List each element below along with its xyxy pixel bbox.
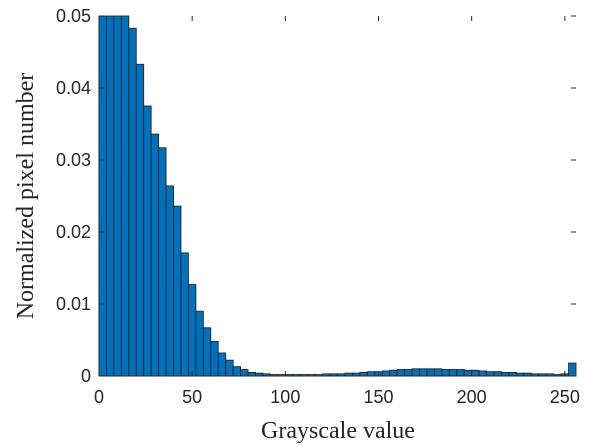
- histogram-bar: [158, 147, 167, 377]
- histogram-bar: [359, 371, 368, 377]
- y-tick-label: 0.04: [56, 78, 91, 98]
- x-axis-label: Grayscale value: [261, 418, 415, 444]
- histogram-bar: [471, 369, 480, 377]
- histogram-bar: [113, 15, 122, 377]
- histogram-bar: [173, 205, 182, 377]
- histogram-bar: [396, 369, 405, 377]
- x-tick-label: 250: [550, 387, 580, 407]
- histogram-bar: [188, 284, 197, 377]
- histogram-bar: [128, 27, 137, 377]
- histogram-bar: [143, 105, 152, 377]
- y-axis-label: Normalized pixel number: [13, 73, 39, 320]
- histogram-bar: [486, 371, 495, 377]
- histogram-bar: [195, 310, 204, 377]
- histogram-bar: [247, 371, 256, 377]
- histogram-bar: [456, 369, 465, 377]
- histogram-bar: [463, 369, 473, 377]
- histogram-bar: [98, 15, 107, 377]
- x-tick-label: 200: [457, 387, 487, 407]
- histogram-bar: [240, 369, 249, 377]
- x-tick-label: 0: [94, 387, 104, 407]
- y-tick-label: 0: [81, 366, 91, 386]
- y-tick-label: 0.01: [56, 294, 91, 314]
- histogram-bar: [180, 252, 189, 377]
- histogram-bar: [404, 369, 413, 377]
- x-tick-label: 100: [270, 387, 300, 407]
- axes-layer: [98, 16, 576, 377]
- histogram-bar: [165, 185, 174, 377]
- histogram-bar: [120, 15, 130, 377]
- histogram-bar: [441, 369, 450, 377]
- bars-layer: [98, 15, 577, 377]
- histogram-bar: [225, 359, 234, 377]
- histogram-bar: [433, 368, 443, 377]
- histogram-bar: [508, 371, 517, 377]
- histogram-bar: [501, 371, 510, 377]
- histogram-bar: [202, 327, 212, 377]
- histogram-bar: [210, 341, 219, 377]
- histogram-bar: [411, 368, 420, 377]
- histogram-bar: [150, 133, 160, 377]
- histogram-bar: [568, 362, 577, 377]
- histogram-bar: [217, 352, 227, 377]
- histogram-bar: [232, 366, 242, 377]
- histogram-bar: [448, 369, 458, 377]
- y-tick-label: 0.05: [56, 6, 91, 26]
- y-tick-label: 0.03: [56, 150, 91, 170]
- x-tick-label: 150: [363, 387, 393, 407]
- histogram-bar: [426, 368, 435, 377]
- histogram-bar: [478, 370, 487, 377]
- histogram-bar: [389, 369, 398, 377]
- ticks-layer: 0 50 100 150 200 250 0 0.01 0.02 0.03 0.04 0.05: [56, 6, 580, 407]
- histogram-bar: [366, 371, 376, 377]
- histogram-bar: [106, 15, 115, 377]
- histogram-bar: [135, 63, 145, 377]
- x-tick-label: 50: [182, 387, 202, 407]
- histogram-bar: [493, 371, 502, 377]
- histogram-bar: [419, 368, 428, 377]
- histogram-bar: [381, 370, 391, 377]
- y-tick-label: 0.02: [56, 222, 91, 242]
